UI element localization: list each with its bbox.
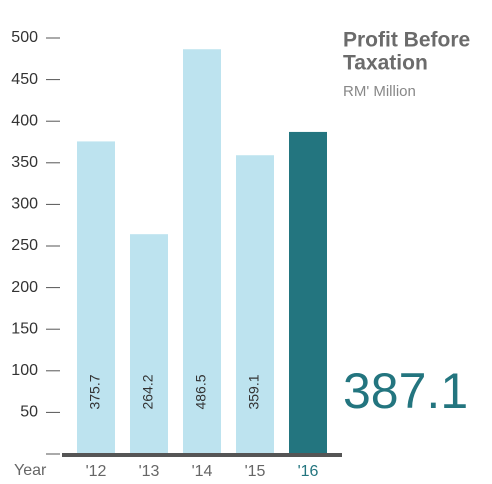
y-tick-label: 500 (11, 29, 38, 46)
value-label: 359.1 (246, 374, 262, 409)
x-tick-label: '13 (139, 463, 160, 480)
y-tick-label: 200 (11, 279, 38, 296)
value-label: 264.2 (140, 374, 156, 409)
chart-title: Taxation (343, 52, 428, 75)
y-tick-label: 150 (11, 320, 38, 337)
x-tick-label: '12 (86, 463, 107, 480)
y-tick-label: 50 (20, 404, 38, 421)
value-label-highlight: 387.1 (343, 363, 468, 419)
bar (77, 141, 115, 454)
y-tick-label: 100 (11, 362, 38, 379)
value-label: 375.7 (87, 374, 103, 409)
x-tick-label: '14 (192, 463, 213, 480)
y-tick-label: 250 (11, 237, 38, 254)
y-tick-label: 400 (11, 112, 38, 129)
y-tick-label: 350 (11, 154, 38, 171)
y-tick-label: 300 (11, 196, 38, 213)
value-label: 486.5 (193, 374, 209, 409)
x-tick-label: '15 (245, 463, 266, 480)
chart-subtitle: RM' Million (343, 83, 416, 100)
x-tick-label: '16 (298, 463, 319, 480)
x-axis-label: Year (14, 462, 47, 479)
bar (289, 131, 327, 454)
y-tick-label: 450 (11, 71, 38, 88)
bar (183, 49, 221, 455)
bar (236, 155, 274, 454)
bar (130, 234, 168, 454)
chart-title: Profit Before (343, 29, 470, 52)
